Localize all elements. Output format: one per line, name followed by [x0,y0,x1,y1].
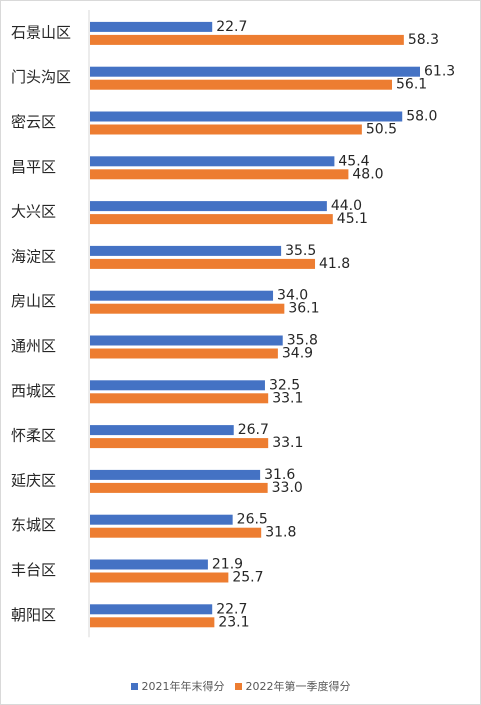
category-label: 延庆区 [11,471,56,489]
category-label: 怀柔区 [11,427,56,445]
bar [90,527,262,538]
data-label: 34.9 [282,346,313,362]
category-label: 密云区 [11,113,56,131]
bar [90,348,278,359]
bar [90,469,261,480]
bar [90,21,213,32]
bar [90,425,234,436]
bar [90,290,274,301]
data-label: 33.1 [272,435,303,451]
category-label: 朝阳区 [11,606,56,624]
bar [90,258,316,269]
data-label: 58.3 [408,32,439,48]
bar-chart: 石景山区 22.7 58.3 门头沟区 61.356.1 密云区 58.0 50.5 昌平区 45… [11,10,455,638]
category-label: 东城区 [11,516,56,534]
data-label: 56.1 [396,77,427,93]
data-label: 26.5 [237,512,268,528]
data-label: 50.5 [366,122,397,138]
data-label: 21.9 [212,557,243,573]
data-label: 35.5 [285,243,316,259]
legend-swatch-2022q1 [234,682,242,690]
category-label: 海淀区 [11,247,56,265]
data-label: 34.0 [277,288,308,304]
category-label: 西城区 [11,382,56,400]
data-label: 33.1 [272,390,303,406]
data-label: 61.3 [424,64,455,80]
bar [90,111,403,122]
data-label: 58.0 [406,109,437,125]
category-label: 石景山区 [11,23,71,41]
data-label: 36.1 [288,301,319,317]
bar [90,617,215,628]
category-label: 昌平区 [11,158,56,176]
data-label: 31.6 [264,467,295,483]
data-label: 44.0 [331,198,362,214]
data-label: 35.8 [287,333,318,349]
category-label: 门头沟区 [11,68,71,86]
bar [90,514,233,525]
data-label: 41.8 [319,256,350,272]
bar [90,214,333,225]
bar [90,482,268,493]
bar [90,380,265,391]
bar [90,124,362,135]
data-label: 32.5 [269,377,300,393]
data-label: 31.8 [265,525,296,541]
bar [90,156,335,167]
data-label: 33.0 [272,480,303,496]
category-label: 通州区 [11,337,56,355]
bar [90,201,327,212]
bar [90,303,285,314]
bar [90,438,269,449]
legend-swatch-2021 [130,682,138,690]
data-label: 23.1 [218,614,249,630]
bar [90,604,213,615]
category-label: 丰台区 [11,561,56,579]
bar [90,393,269,404]
legend-item-2021: 2021年年末得分 [130,678,225,694]
bar [90,572,229,583]
bar [90,66,420,77]
data-label: 22.7 [216,19,247,35]
data-label: 48.0 [352,166,383,182]
data-label: 45.4 [338,153,369,169]
data-label: 25.7 [232,570,263,586]
bar [90,559,208,570]
bar [90,34,404,45]
category-label: 房山区 [11,292,56,310]
bar [90,245,282,256]
legend-item-2022q1: 2022年第一季度得分 [234,678,351,694]
legend-label-2022q1: 2022年第一季度得分 [245,680,351,693]
data-label: 45.1 [337,211,368,227]
bar [90,335,283,346]
data-label: 26.7 [238,422,269,438]
legend: 2021年年末得分 2022年第一季度得分 [1,678,480,694]
bar [90,169,349,180]
data-label: 22.7 [216,601,247,617]
legend-label-2021: 2021年年末得分 [141,680,225,693]
bar [90,79,393,90]
category-label: 大兴区 [11,203,56,221]
